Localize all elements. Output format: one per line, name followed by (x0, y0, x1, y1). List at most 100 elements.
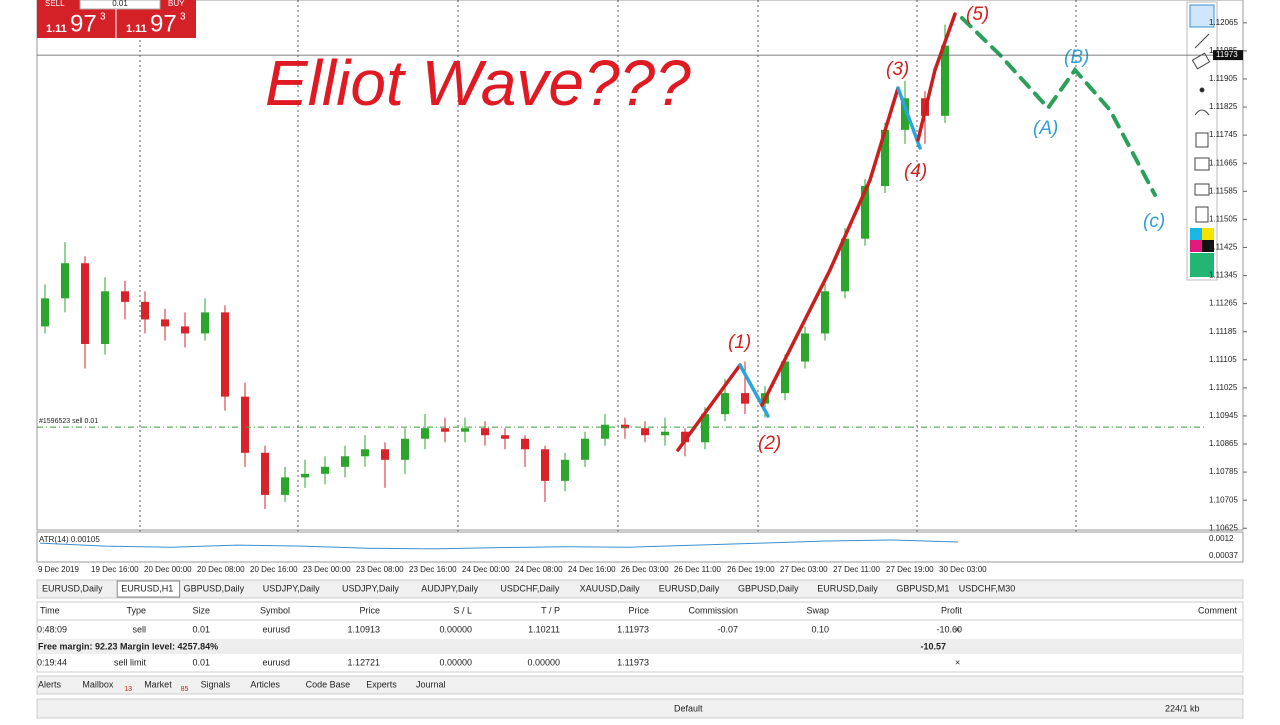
column-header: Profit (941, 605, 963, 615)
y-tick-label: 1.10945 (1209, 411, 1238, 420)
x-tick-label: 27 Dec 19:00 (886, 565, 934, 574)
buy-point: 3 (180, 12, 186, 23)
close-x: × (955, 624, 960, 634)
x-tick-label: 26 Dec 11:00 (674, 565, 722, 574)
chart-area (36, 0, 1244, 531)
toolbar-icons[interactable] (1189, 4, 1215, 277)
chart-tab[interactable]: EURUSD,Daily (42, 583, 103, 593)
chart-tab[interactable]: USDCHF,M30 (959, 583, 1016, 593)
buy-price: 1.11 (126, 23, 147, 35)
candle-body (141, 301, 149, 320)
x-tick-label: 23 Dec 00:00 (303, 565, 351, 574)
wave-label: (2) (758, 433, 781, 454)
sell-button[interactable]: SELL (45, 0, 65, 8)
cell: 0.00000 (439, 624, 472, 634)
terminal-tab[interactable]: Journal (416, 679, 446, 689)
buy-button[interactable]: BUY (168, 0, 185, 8)
bottom-tab-bar (36, 675, 1244, 695)
y-tick-label: 1.10865 (1209, 439, 1238, 448)
candle-body (461, 428, 469, 432)
current-price-box (1213, 50, 1243, 61)
chart-tab[interactable]: GBPUSD,M1 (896, 583, 949, 593)
candle-body (201, 312, 209, 334)
y-tick-label: 1.10785 (1209, 467, 1238, 476)
candle-body (901, 98, 909, 130)
terminal-tab[interactable]: Mailbox (82, 679, 114, 689)
cell: 1.11973 (617, 657, 649, 667)
wave-label: (5) (966, 4, 989, 25)
chart-tab[interactable]: EURUSD,Daily (659, 583, 720, 593)
close-x: × (955, 657, 960, 667)
y-tick-label: 1.11185 (1209, 327, 1237, 336)
column-header: Price (628, 605, 649, 615)
column-header: Time (40, 605, 60, 615)
candle-body (161, 319, 169, 327)
terminal-tab[interactable]: Experts (366, 679, 397, 689)
y-tick-label: 1.11425 (1209, 243, 1238, 252)
terminal-tab[interactable]: Code Base (306, 679, 351, 689)
y-tick-label: 1.11345 (1209, 271, 1238, 280)
x-tick-label: 27 Dec 11:00 (833, 565, 881, 574)
chart-tab[interactable]: USDJPY,Daily (342, 583, 399, 593)
cell: sell limit (114, 657, 147, 667)
column-header: Size (192, 605, 210, 615)
atr-tick-label: 0.00037 (1209, 551, 1238, 560)
cell: 0:19:44 (37, 657, 67, 667)
sell-pips: 97 (70, 10, 97, 37)
terminal-tab[interactable]: Alerts (38, 679, 62, 689)
atr-tick-label: 0.0012 (1209, 534, 1234, 543)
cell: -10.60 (936, 624, 962, 634)
cell: -0.07 (717, 624, 738, 634)
wave-label: (B) (1064, 47, 1089, 68)
cell: 0.10 (811, 624, 829, 634)
wave-label: (3) (886, 59, 909, 80)
x-tick-label: 24 Dec 08:00 (515, 565, 563, 574)
candle-body (601, 424, 609, 439)
terminal-tab[interactable]: Market (144, 679, 172, 689)
tab-badge: 13 (124, 686, 132, 693)
chart-tab[interactable]: GBPUSD,Daily (184, 583, 245, 593)
lot-value[interactable]: 0.01 (112, 0, 128, 8)
atr-label: ATR(14) 0.00105 (39, 535, 100, 544)
candle-body (421, 428, 429, 439)
status-traffic: 224/1 kb (1165, 703, 1200, 713)
chart-tab[interactable]: GBPUSD,Daily (738, 583, 799, 593)
y-tick-label: 1.11105 (1209, 355, 1237, 364)
annotation-title: Elliot Wave??? (265, 47, 691, 119)
chart-tab[interactable]: AUDJPY,Daily (421, 583, 478, 593)
candle-body (541, 449, 549, 481)
chart-tab[interactable]: EURUSD,Daily (817, 583, 878, 593)
candle-body (441, 428, 449, 432)
candle-body (581, 438, 589, 460)
atr-line (39, 539, 959, 550)
x-tick-label: 26 Dec 03:00 (621, 565, 669, 574)
chart-tab[interactable]: XAUUSD,Daily (580, 583, 641, 593)
candle-body (521, 438, 529, 450)
y-tick-label: 1.11665 (1209, 158, 1238, 167)
chart-tab[interactable]: USDJPY,Daily (263, 583, 320, 593)
terminal-tab[interactable]: Articles (250, 679, 280, 689)
x-tick-label: 23 Dec 16:00 (409, 565, 457, 574)
cell: 1.12721 (347, 657, 380, 667)
x-tick-label: 9 Dec 2019 (38, 565, 79, 574)
candle-body (181, 326, 189, 334)
x-tick-label: 20 Dec 08:00 (197, 565, 245, 574)
candle-body (41, 298, 49, 327)
cell: 0.00000 (527, 657, 560, 667)
chart-tab[interactable]: EURUSD,H1 (121, 583, 173, 593)
candle-body (881, 129, 889, 187)
terminal-tab[interactable]: Signals (201, 679, 231, 689)
chart-tab[interactable]: USDCHF,Daily (500, 583, 560, 593)
candle-body (621, 424, 629, 429)
period-separators (139, 0, 1077, 562)
column-header: Commission (688, 605, 738, 615)
summary-profit: -10.57 (920, 641, 946, 651)
x-tick-label: 23 Dec 08:00 (356, 565, 404, 574)
status-bar (36, 698, 1244, 719)
column-header: Type (126, 605, 146, 615)
lot-box[interactable] (79, 0, 161, 10)
candle-body (281, 477, 289, 495)
candle-body (321, 466, 329, 474)
y-tick-label: 1.11905 (1209, 74, 1238, 83)
